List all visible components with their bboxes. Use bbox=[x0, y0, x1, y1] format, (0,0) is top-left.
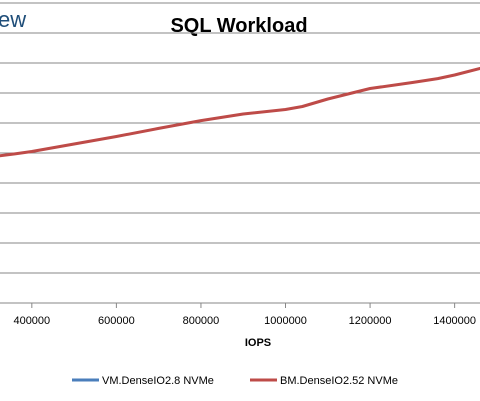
x-tick-label: 600000 bbox=[98, 315, 135, 327]
gridlines bbox=[0, 2, 480, 274]
legend-label-1: VM.DenseIO2.8 NVMe bbox=[102, 375, 214, 387]
series-line-2 bbox=[0, 66, 480, 158]
x-tick-label: 1400000 bbox=[433, 315, 476, 327]
legend: VM.DenseIO2.8 NVMe BM.DenseIO2.52 NVMe bbox=[72, 375, 398, 387]
x-tick-label: 400000 bbox=[13, 315, 50, 327]
legend-label-2: BM.DenseIO2.52 NVMe bbox=[280, 375, 398, 387]
cut-off-title-fragment: ew bbox=[0, 7, 26, 32]
x-tick-label: 800000 bbox=[183, 315, 220, 327]
chart-title: SQL Workload bbox=[170, 15, 307, 37]
x-tick-label: 1200000 bbox=[349, 315, 392, 327]
x-tick-label: 1000000 bbox=[264, 315, 307, 327]
x-axis-ticks: 400000 600000 800000 1000000 1200000 1400000 bbox=[13, 303, 476, 327]
series-lines bbox=[0, 66, 480, 158]
x-axis-label: IOPS bbox=[245, 337, 271, 349]
